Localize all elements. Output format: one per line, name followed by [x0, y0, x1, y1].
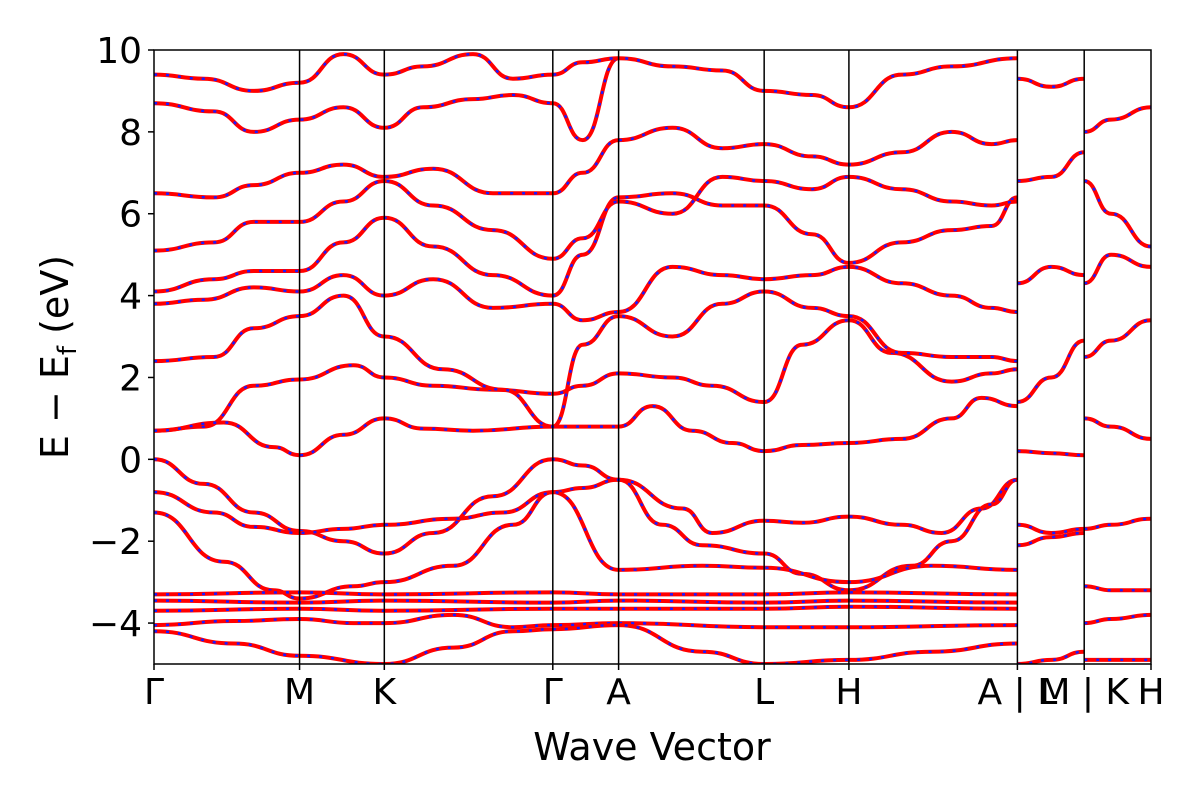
high-symmetry-lines — [298, 50, 1085, 664]
y-tick-label-3: 6 — [119, 195, 142, 236]
band-line-22 — [1017, 76, 1085, 89]
band-line-9 — [154, 174, 1018, 261]
band-line-8 — [154, 191, 1018, 298]
band-line-30 — [1084, 105, 1151, 134]
band-line-dashed-12 — [154, 52, 619, 93]
band-line-dashed-19 — [1017, 339, 1085, 404]
y-tick-label-5: 2 — [119, 358, 142, 399]
band-line-31 — [1084, 516, 1151, 531]
x-tick-label-10: H — [1137, 672, 1164, 713]
band-line-17 — [154, 623, 1018, 664]
band-line-dashed-5 — [154, 396, 1018, 457]
band-line-dashed-11 — [154, 56, 1018, 142]
band-line-18 — [1017, 449, 1085, 458]
y-tick-label-1: 10 — [96, 31, 142, 72]
band-line-dashed-7 — [154, 265, 1018, 322]
plot-frame — [153, 49, 1152, 665]
y-tick-label-8: −4 — [89, 604, 142, 645]
band-line-dashed-6 — [154, 290, 1018, 428]
band-line-dashed-20 — [1017, 265, 1085, 285]
y-axis-title-main: E − E — [33, 355, 77, 459]
band-line-5 — [154, 395, 1018, 458]
band-line-32 — [1084, 584, 1151, 593]
y-axis-title-unit: (eV) — [33, 255, 77, 346]
band-line-3 — [154, 490, 1018, 601]
band-line-4 — [154, 318, 1018, 433]
band-lines — [154, 52, 1151, 664]
band-line-28 — [1083, 252, 1151, 286]
y-axis-title-sub: f — [53, 345, 83, 355]
band-line-27 — [1083, 318, 1151, 359]
band-line-dashed-3 — [154, 490, 1018, 600]
x-tick-label-2: M — [284, 672, 315, 713]
band-line-dashed-1 — [154, 458, 1018, 555]
band-line-6 — [154, 289, 1018, 429]
band-line-21 — [1017, 150, 1085, 183]
x-tick-label-4: Γ — [543, 672, 563, 713]
band-line-12 — [154, 52, 619, 93]
band-line-25 — [1017, 649, 1085, 664]
band-line-dashed-4 — [154, 318, 1018, 432]
x-tick-label-3: K — [373, 672, 398, 713]
band-line-33 — [1084, 612, 1151, 626]
y-tick-label-6: 0 — [119, 440, 142, 481]
y-axis-ticks: 10 8 6 4 2 0 −2 −4 — [89, 31, 154, 645]
y-tick-label-7: −2 — [89, 522, 142, 563]
band-line-23 — [1017, 522, 1085, 536]
band-line-dashed-16 — [154, 613, 1018, 629]
y-tick-label-4: 4 — [119, 277, 142, 318]
x-axis-title: Wave Vector — [533, 725, 771, 769]
x-tick-label-5: A — [606, 672, 631, 713]
band-line-dashed-29 — [1083, 179, 1151, 248]
band-line-24 — [1017, 531, 1085, 548]
x-tick-label-9: M | K — [1039, 672, 1130, 713]
x-tick-label-6: L — [754, 672, 774, 713]
y-tick-label-2: 8 — [119, 113, 142, 154]
band-line-20 — [1017, 264, 1085, 286]
band-line-26 — [1084, 416, 1151, 441]
band-line-dashed-10 — [154, 126, 1018, 199]
band-line-19 — [1017, 338, 1085, 404]
band-line-11 — [154, 56, 1018, 143]
band-line-7 — [154, 264, 1018, 323]
x-tick-label-8: A | L — [978, 672, 1058, 713]
band-line-1 — [154, 457, 1018, 556]
x-tick-label-1: Γ — [144, 672, 164, 713]
x-tick-label-7: H — [835, 672, 862, 713]
y-axis-title: E − Ef (eV) — [33, 255, 83, 459]
